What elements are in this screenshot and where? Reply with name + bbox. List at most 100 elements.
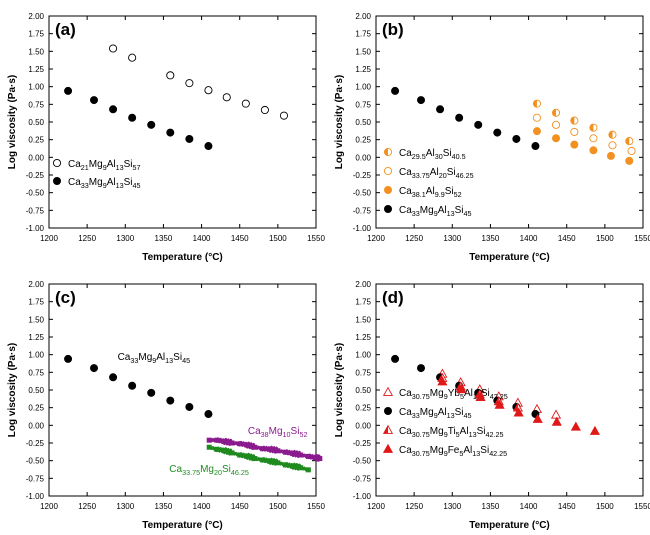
y-tick-label: 1.25 (355, 65, 371, 74)
x-tick-label: 1250 (78, 234, 96, 243)
data-point (313, 455, 319, 461)
legend-label: Ca38.1Al9.9Si52 (399, 186, 462, 199)
data-point (206, 444, 212, 450)
data-point (570, 116, 579, 125)
y-tick-label: 1.75 (28, 298, 44, 307)
y-tick-label: 0.75 (28, 100, 44, 109)
panel-label: (d) (382, 288, 404, 307)
data-point (455, 113, 464, 122)
data-point (214, 437, 220, 443)
data-point (252, 456, 258, 462)
y-tick-label: 0.00 (355, 421, 371, 430)
x-axis-title: Temperature (°C) (469, 252, 550, 263)
y-tick-label: -1.00 (26, 224, 45, 233)
data-point (589, 123, 598, 132)
y-axis-title: Log viscosity (Pa·s) (7, 343, 18, 437)
y-axis-title: Log viscosity (Pa·s) (7, 75, 18, 169)
data-point (305, 453, 311, 459)
data-point (551, 108, 561, 117)
data-point (260, 457, 266, 463)
data-point (267, 458, 273, 464)
data-point (456, 384, 467, 394)
y-tick-label: 2.00 (355, 280, 371, 289)
data-point (532, 113, 542, 122)
data-point (128, 113, 137, 122)
y-tick-label: 0.75 (355, 100, 371, 109)
data-point (290, 463, 296, 469)
legend-label: Ca33Mg9Al13Si45 (399, 205, 472, 218)
legend-marker (53, 176, 62, 185)
y-tick-label: -1.00 (353, 224, 372, 233)
series-ca38mg10si52 (206, 437, 323, 462)
data-point (166, 128, 175, 137)
y-tick-label: 2.00 (28, 12, 44, 21)
y-tick-label: 1.75 (355, 298, 371, 307)
y-tick-label: 0.50 (28, 118, 44, 127)
data-point (229, 450, 235, 456)
data-point (185, 79, 194, 88)
data-point (436, 105, 445, 114)
plot-frame (48, 15, 317, 229)
y-tick-label: -0.50 (353, 189, 372, 198)
y-tick-label: -0.75 (353, 206, 372, 215)
y-tick-label: -1.00 (353, 492, 372, 501)
panel-b: -1.00 -0.75 -0.50 -0.25 0.00 0.25 0.50 0.75 1.00… (334, 12, 650, 263)
series-ca33mg9al13si45 (391, 86, 540, 151)
data-point (552, 134, 561, 143)
data-point (237, 441, 243, 447)
x-tick-label: 1500 (596, 502, 614, 511)
series-ca33-75mg20si46-25 (206, 444, 311, 473)
x-tick-label: 1350 (155, 502, 173, 511)
y-tick-label: 1.00 (28, 351, 44, 360)
y-tick-label: 1.75 (355, 30, 371, 39)
data-point (252, 444, 258, 450)
legend-label: Ca33Mg9Al13Si45 (399, 407, 472, 420)
data-point (317, 456, 323, 462)
y-tick-label: 0.00 (355, 153, 371, 162)
data-point (241, 99, 250, 108)
x-tick-label: 1300 (116, 234, 134, 243)
x-tick-label: 1300 (116, 502, 134, 511)
data-point (279, 111, 289, 120)
y-tick-label: -0.25 (353, 439, 372, 448)
panel-label: (c) (55, 288, 76, 307)
data-point (128, 53, 137, 62)
y-tick-label: 0.75 (355, 368, 371, 377)
y-tick-label: 0.50 (355, 386, 371, 395)
data-point (606, 151, 615, 160)
data-point (531, 142, 540, 151)
data-point (166, 396, 175, 405)
x-axis-title: Temperature (°C) (469, 520, 550, 531)
data-point (532, 413, 543, 423)
x-tick-label: 1200 (367, 502, 385, 511)
x-tick-label: 1300 (443, 502, 461, 511)
data-point (475, 391, 486, 401)
legend-label: Ca29.5Al30Si40.5 (399, 148, 466, 161)
panel-label: (a) (55, 20, 76, 39)
x-tick-label: 1550 (307, 234, 325, 243)
y-tick-label: 1.50 (355, 47, 371, 56)
data-point (391, 86, 400, 95)
data-point (298, 465, 304, 471)
x-tick-label: 1200 (40, 502, 58, 511)
data-point (267, 446, 273, 452)
data-point (589, 146, 598, 155)
x-tick-label: 1500 (269, 234, 287, 243)
data-point (221, 448, 227, 454)
panel-c: -1.00 -0.75 -0.50 -0.25 0.00 0.25 0.50 0.75 1.00… (7, 280, 325, 531)
data-point (109, 105, 118, 114)
y-tick-label: -0.25 (26, 171, 45, 180)
x-tick-label: 1550 (307, 502, 325, 511)
y-tick-label: 1.25 (28, 65, 44, 74)
data-point (493, 128, 502, 137)
data-point (608, 130, 617, 139)
data-point (417, 96, 426, 105)
x-tick-label: 1450 (558, 234, 576, 243)
x-tick-label: 1500 (596, 234, 614, 243)
data-point (90, 364, 99, 373)
y-tick-label: 0.00 (28, 153, 44, 162)
legend-label: Ca30.75Mg9Fe5Al13Si42.25 (399, 445, 507, 458)
x-tick-label: 1400 (520, 502, 538, 511)
y-tick-label: 1.75 (28, 30, 44, 39)
